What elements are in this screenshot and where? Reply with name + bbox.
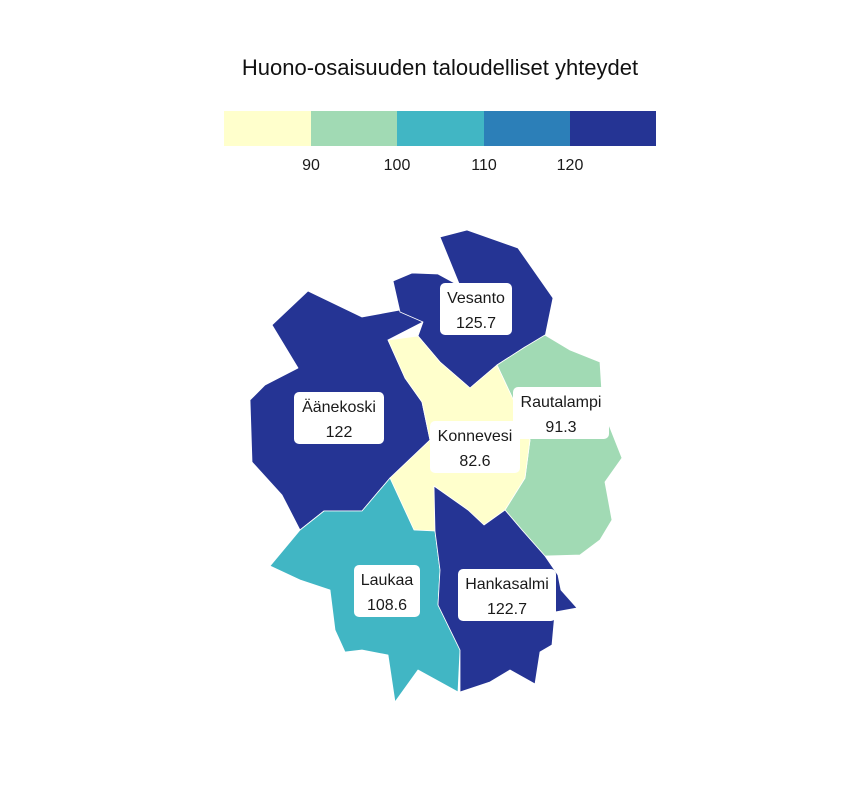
region-value: 82.6 (459, 453, 490, 470)
legend-bin-1 (311, 111, 397, 146)
region-label-box (294, 392, 384, 444)
region-value: 122.7 (487, 601, 527, 618)
legend-tick-110: 110 (471, 157, 497, 174)
map-title: Huono-osaisuuden taloudelliset yhteydet (241, 55, 639, 80)
region-value: 122 (326, 424, 353, 441)
region-value: 91.3 (545, 419, 576, 436)
legend-bin-2 (397, 111, 484, 146)
region-name: Laukaa (361, 572, 414, 589)
region-label-box (440, 283, 512, 335)
region-label-konnevesi: Konnevesi 82.6 (430, 421, 520, 473)
legend-bin-3 (484, 111, 570, 146)
region-value: 125.7 (456, 315, 496, 332)
region-label-hankasalmi: Hankasalmi 122.7 (458, 569, 556, 621)
color-legend: 90 100 110 120 (224, 111, 656, 174)
region-label-box (430, 421, 520, 473)
legend-tick-120: 120 (557, 157, 584, 174)
region-label-rautalampi: Rautalampi 91.3 (513, 387, 609, 439)
region-label-laukaa: Laukaa 108.6 (354, 565, 420, 617)
region-name: Vesanto (447, 290, 505, 307)
region-value: 108.6 (367, 597, 407, 614)
region-name: Konnevesi (438, 428, 513, 445)
legend-bin-4 (570, 111, 656, 146)
region-label-box (354, 565, 420, 617)
legend-bin-0 (224, 111, 311, 146)
legend-tick-100: 100 (384, 157, 411, 174)
region-name: Äänekoski (302, 398, 376, 416)
region-label-box (513, 387, 609, 439)
region-name: Rautalampi (521, 394, 602, 411)
region-label-aanekoski: Äänekoski 122 (294, 392, 384, 444)
legend-tick-90: 90 (302, 157, 320, 174)
region-name: Hankasalmi (465, 576, 549, 593)
region-label-box (458, 569, 556, 621)
region-label-vesanto: Vesanto 125.7 (440, 283, 512, 335)
